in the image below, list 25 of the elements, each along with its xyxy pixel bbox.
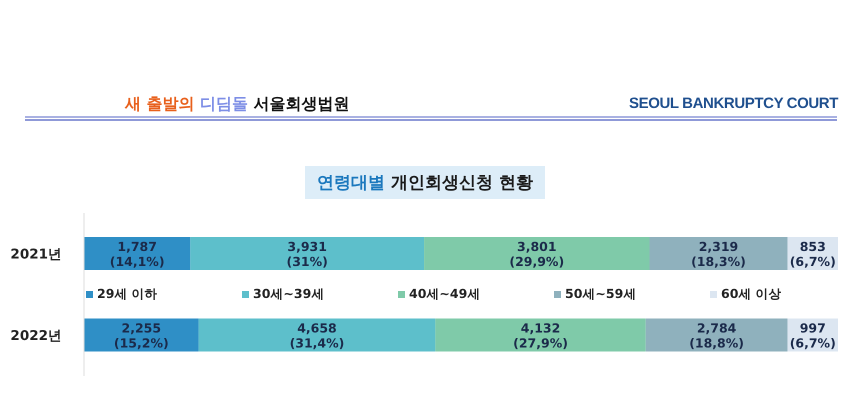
data-label: 853 (6,7%) bbox=[790, 238, 836, 268]
chart-title: 연령대별 개인회생신청 현황 bbox=[317, 173, 533, 193]
legend-label: 29세 이하 bbox=[97, 286, 158, 302]
legend-label: 50세~59세 bbox=[565, 286, 636, 302]
data-label: 4,132 (27,9%) bbox=[513, 320, 568, 350]
bar bbox=[190, 237, 424, 270]
data-label: 997 (6,7%) bbox=[790, 320, 836, 350]
bar bbox=[424, 237, 650, 270]
bar bbox=[198, 318, 436, 352]
y-tick-label: 2021년 bbox=[10, 246, 62, 263]
text: SEOUL BANKRUPTCY COURT bbox=[629, 95, 838, 112]
legend-label: 40세~49세 bbox=[409, 286, 480, 302]
data-label: 3,931 (31%) bbox=[286, 238, 328, 268]
text: 새 출발의 디딤돌 서울회생법원 bbox=[125, 94, 350, 113]
data-label: 3,801 (29,9%) bbox=[509, 238, 564, 268]
data-label: 2,319 (18,3%) bbox=[691, 238, 746, 268]
legend-label: 30세~39세 bbox=[253, 286, 324, 302]
data-label: 4,658 (31,4%) bbox=[290, 320, 344, 350]
data-label: 2,255 (15,2%) bbox=[114, 320, 169, 350]
data-label: 1,787 (14,1%) bbox=[110, 238, 165, 268]
bar bbox=[435, 318, 646, 352]
data-label: 2,784 (18,8%) bbox=[689, 320, 744, 350]
legend-label: 60세 이상 bbox=[721, 286, 782, 302]
bar bbox=[646, 318, 788, 352]
y-tick-label: 2022년 bbox=[10, 328, 62, 344]
